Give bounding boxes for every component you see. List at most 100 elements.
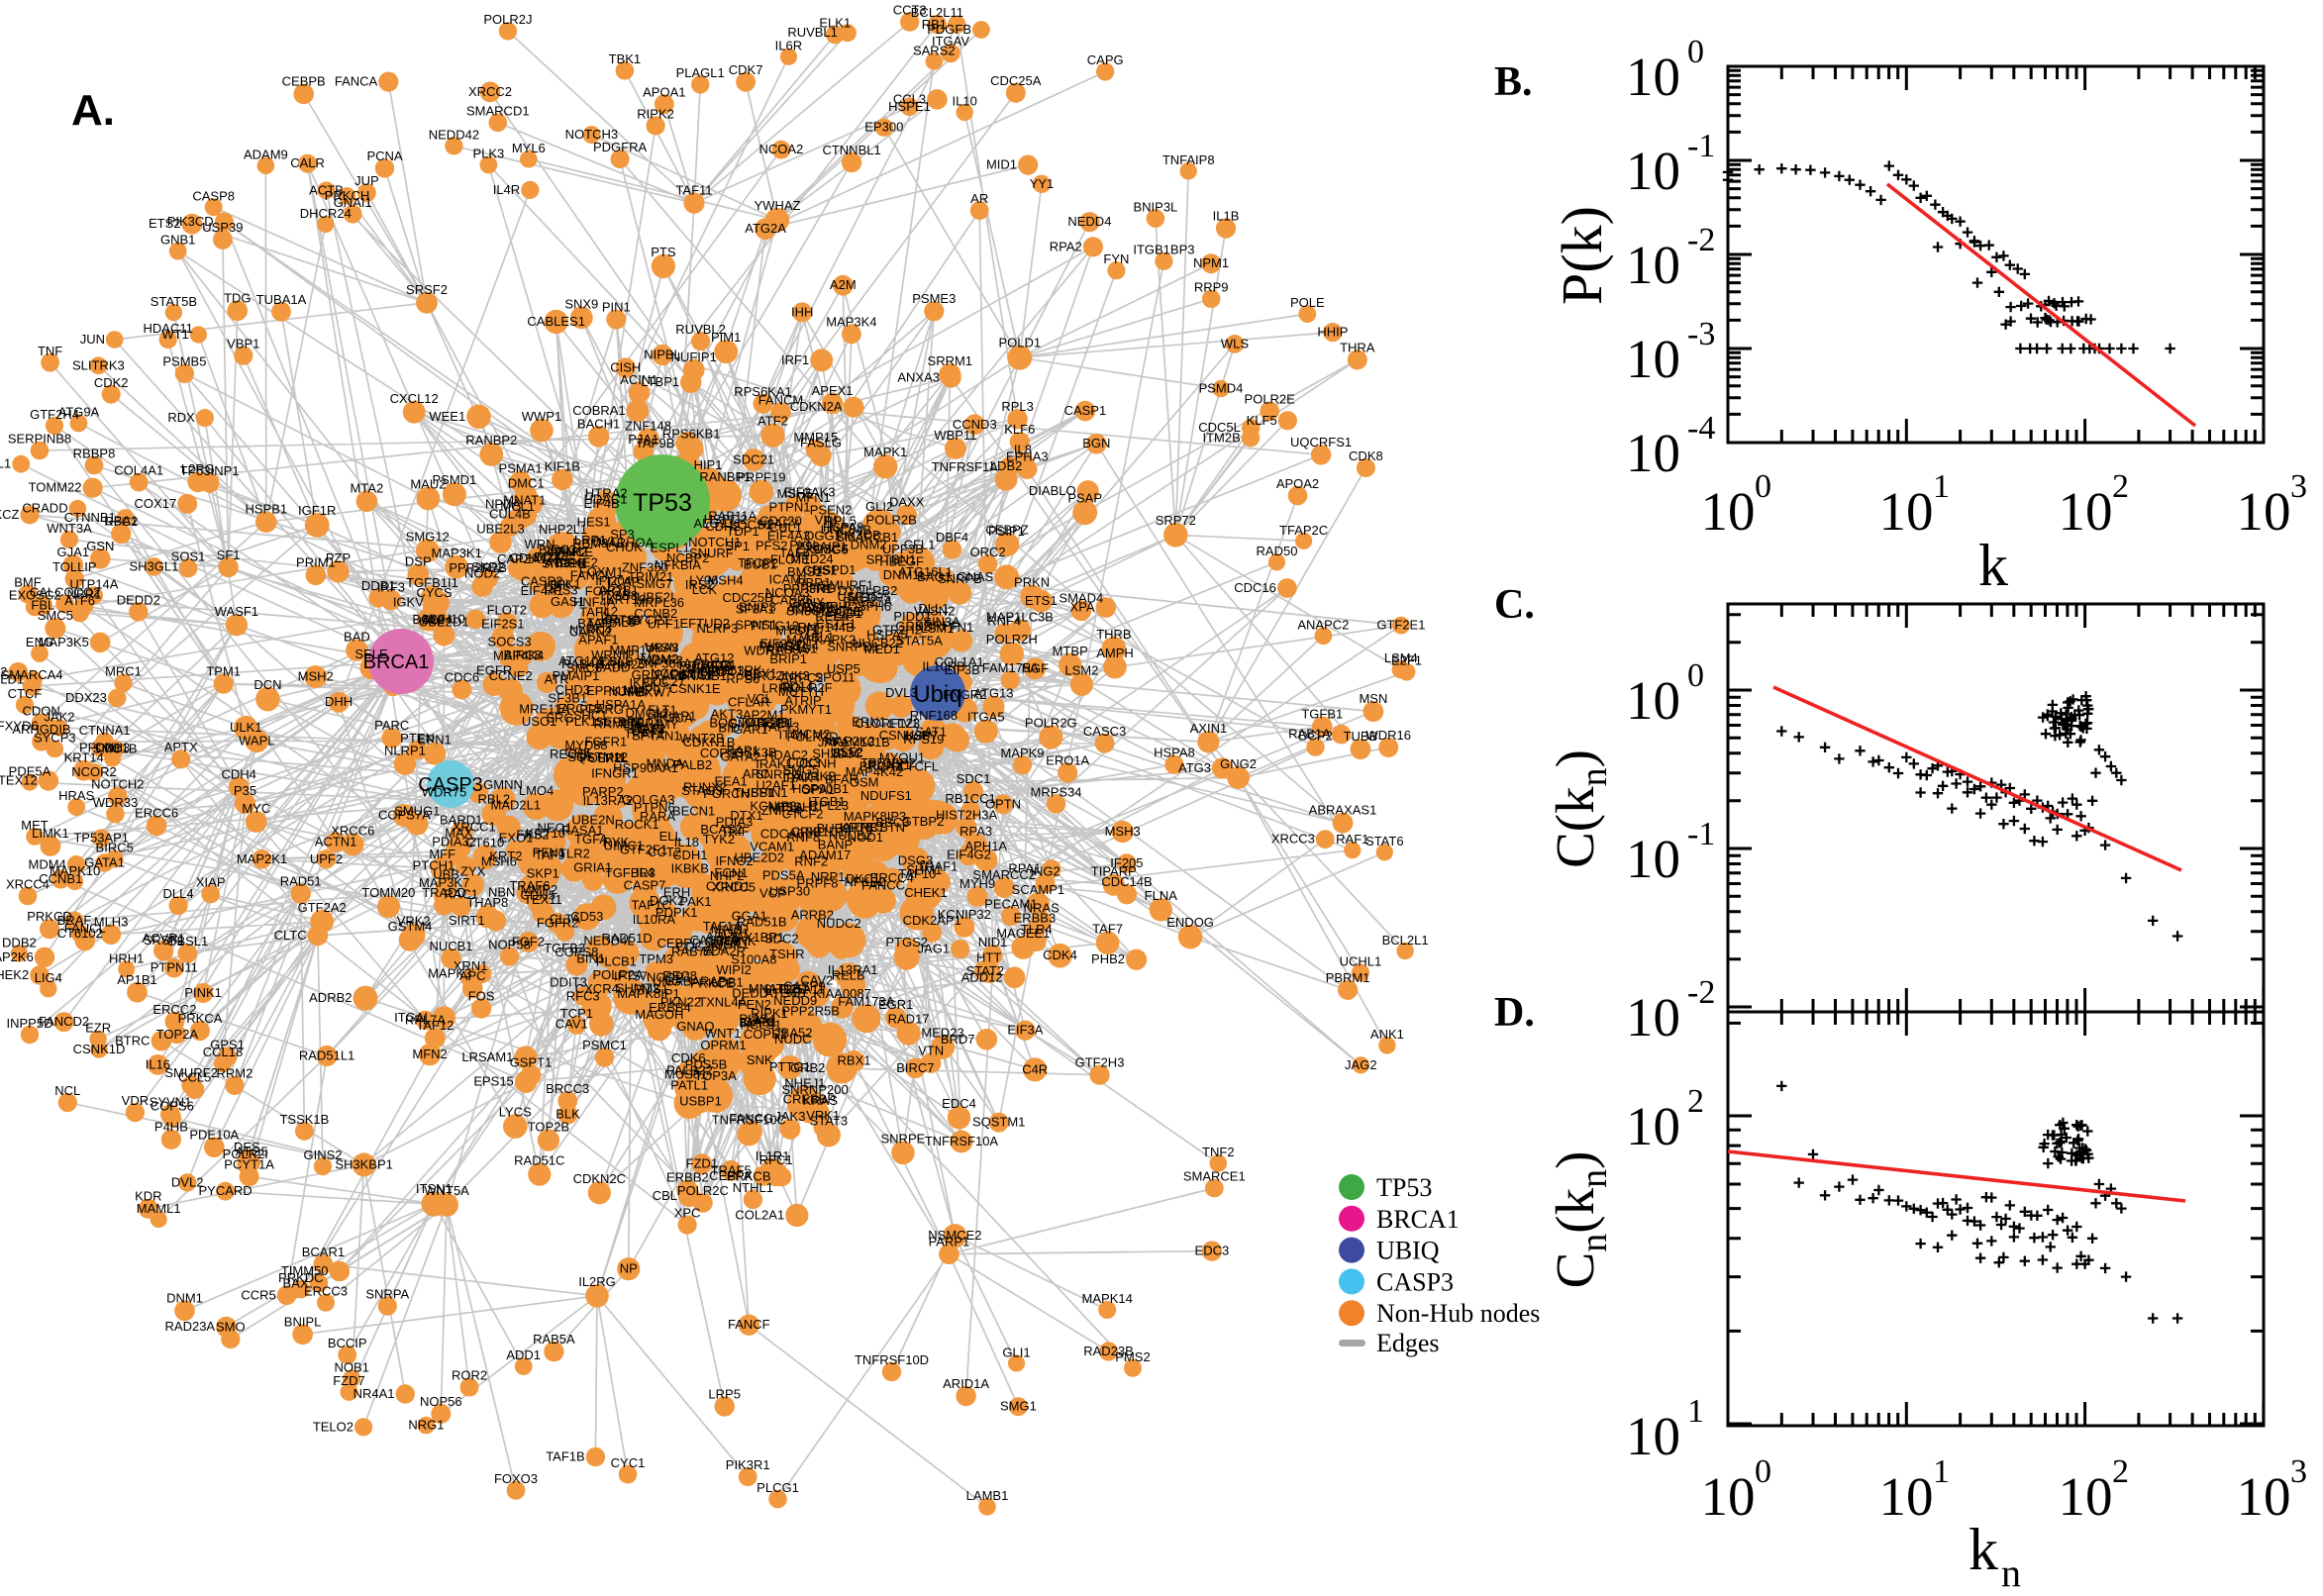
svg-text:GTF2E1: GTF2E1 bbox=[1376, 618, 1425, 633]
svg-text:USP5: USP5 bbox=[827, 661, 860, 676]
svg-text:CDH4: CDH4 bbox=[221, 767, 255, 782]
svg-text:TAF11: TAF11 bbox=[675, 183, 712, 198]
svg-text:XBP1: XBP1 bbox=[683, 660, 716, 675]
svg-text:HEY1: HEY1 bbox=[744, 665, 777, 680]
svg-text:C4R: C4R bbox=[1022, 1061, 1048, 1076]
svg-text:IL18: IL18 bbox=[674, 835, 699, 849]
svg-text:MDM2: MDM2 bbox=[641, 651, 678, 666]
svg-text:RUNX2: RUNX2 bbox=[683, 780, 727, 795]
svg-text:NP: NP bbox=[620, 1261, 638, 1276]
svg-text:BRAF: BRAF bbox=[57, 913, 92, 928]
svg-text:-2: -2 bbox=[1687, 222, 1715, 258]
svg-text:DDX23: DDX23 bbox=[65, 690, 107, 705]
svg-text:PYCARD: PYCARD bbox=[199, 1183, 252, 1198]
svg-text:B.: B. bbox=[1494, 59, 1533, 105]
svg-text:10: 10 bbox=[2237, 481, 2291, 542]
svg-text:TYK2: TYK2 bbox=[703, 832, 736, 847]
svg-text:TGFBR3: TGFBR3 bbox=[605, 865, 656, 880]
svg-text:CFLAR: CFLAR bbox=[728, 695, 770, 710]
svg-text:ANXA3: ANXA3 bbox=[897, 369, 940, 384]
svg-text:GLI1: GLI1 bbox=[1002, 1345, 1030, 1359]
svg-text:FLOT1: FLOT1 bbox=[770, 552, 810, 567]
svg-text:CDK2: CDK2 bbox=[94, 375, 129, 390]
svg-text:CCNE2: CCNE2 bbox=[489, 668, 533, 683]
svg-text:TOMM22: TOMM22 bbox=[29, 480, 82, 495]
svg-text:HIPK1: HIPK1 bbox=[544, 577, 581, 592]
svg-text:FOS: FOS bbox=[468, 988, 495, 1003]
svg-text:WAPL: WAPL bbox=[239, 733, 274, 748]
svg-text:WNT2B: WNT2B bbox=[679, 731, 725, 746]
svg-text:BRCC3: BRCC3 bbox=[546, 1081, 589, 1096]
svg-text:CLTC: CLTC bbox=[274, 928, 307, 943]
svg-text:FLOT2: FLOT2 bbox=[487, 602, 527, 617]
svg-text:NR4A1: NR4A1 bbox=[354, 1386, 395, 1401]
svg-text:RAB5A: RAB5A bbox=[533, 1332, 575, 1347]
svg-text:TGFA: TGFA bbox=[574, 832, 608, 847]
svg-text:TPM1: TPM1 bbox=[206, 664, 241, 679]
svg-text:COPS7A: COPS7A bbox=[378, 808, 431, 823]
svg-text:1: 1 bbox=[1933, 468, 1950, 505]
svg-text:U2AF2: U2AF2 bbox=[643, 653, 682, 668]
svg-text:BRCA1: BRCA1 bbox=[1376, 1205, 1460, 1234]
svg-text:WLS: WLS bbox=[1221, 336, 1250, 350]
svg-text:JAG1: JAG1 bbox=[918, 942, 951, 956]
svg-text:IGF1R: IGF1R bbox=[298, 503, 336, 518]
svg-text:ATG3: ATG3 bbox=[1178, 760, 1211, 775]
svg-text:GRIA1: GRIA1 bbox=[573, 860, 612, 875]
svg-text:SRRM1: SRRM1 bbox=[928, 353, 973, 368]
svg-text:SDC21: SDC21 bbox=[733, 452, 774, 467]
svg-text:HDAC2: HDAC2 bbox=[764, 748, 808, 762]
svg-text:ADD1: ADD1 bbox=[506, 1347, 541, 1362]
svg-text:NEDD9: NEDD9 bbox=[773, 993, 817, 1008]
svg-text:CDC25B: CDC25B bbox=[722, 590, 772, 605]
svg-text:TNF: TNF bbox=[38, 344, 62, 358]
svg-text:PALB2: PALB2 bbox=[673, 757, 713, 772]
svg-text:TFCP2: TFCP2 bbox=[738, 555, 778, 570]
svg-text:CSNK1D: CSNK1D bbox=[73, 1042, 126, 1056]
svg-text:PARC: PARC bbox=[374, 718, 409, 733]
svg-text:APOA1: APOA1 bbox=[643, 84, 685, 99]
svg-text:ERO1A: ERO1A bbox=[1046, 752, 1089, 767]
svg-text:DHH: DHH bbox=[325, 694, 353, 709]
svg-text:STAT5B: STAT5B bbox=[151, 294, 197, 309]
svg-text:IL13RA1: IL13RA1 bbox=[828, 962, 878, 977]
svg-text:EPN1: EPN1 bbox=[418, 733, 452, 748]
svg-text:JUP: JUP bbox=[354, 173, 379, 188]
svg-text:CTNNA1: CTNNA1 bbox=[79, 723, 131, 738]
svg-text:SMARCB1: SMARCB1 bbox=[836, 530, 898, 545]
svg-text:ORC2: ORC2 bbox=[970, 545, 1006, 559]
svg-text:CTGF: CTGF bbox=[679, 667, 714, 682]
svg-text:TUBA1A: TUBA1A bbox=[256, 292, 307, 307]
svg-text:ROCK1: ROCK1 bbox=[615, 817, 659, 832]
svg-text:RAD17: RAD17 bbox=[888, 1012, 930, 1027]
svg-text:MAU2: MAU2 bbox=[410, 477, 446, 492]
svg-text:ICAM1: ICAM1 bbox=[769, 572, 809, 587]
svg-text:IL13RA2: IL13RA2 bbox=[583, 793, 634, 808]
svg-text:LIG4: LIG4 bbox=[35, 970, 62, 985]
svg-text:RB1CC1: RB1CC1 bbox=[945, 791, 995, 806]
svg-text:MED25: MED25 bbox=[848, 589, 890, 604]
svg-text:OBSL1: OBSL1 bbox=[166, 934, 208, 948]
svg-text:P35: P35 bbox=[234, 783, 256, 798]
svg-text:CPT1A: CPT1A bbox=[691, 659, 733, 674]
svg-text:FOXO3: FOXO3 bbox=[494, 1471, 538, 1486]
svg-text:SRP72: SRP72 bbox=[1156, 513, 1196, 528]
svg-text:CCNB1: CCNB1 bbox=[39, 871, 82, 886]
svg-text:PECAM1: PECAM1 bbox=[984, 896, 1037, 911]
svg-text:RAB11A: RAB11A bbox=[708, 508, 757, 523]
svg-text:GTF2A2: GTF2A2 bbox=[298, 900, 347, 915]
svg-text:DVL2: DVL2 bbox=[171, 1174, 204, 1189]
svg-text:COPS8: COPS8 bbox=[555, 945, 598, 959]
svg-text:CTNNBL1: CTNNBL1 bbox=[822, 143, 880, 157]
svg-text:PARP1: PARP1 bbox=[929, 1234, 970, 1248]
svg-text:POLE: POLE bbox=[1290, 295, 1325, 310]
svg-text:RPS6KB1: RPS6KB1 bbox=[662, 427, 721, 442]
svg-text:CASP7: CASP7 bbox=[624, 877, 666, 892]
svg-text:TAF4: TAF4 bbox=[579, 604, 610, 619]
svg-text:SPI1: SPI1 bbox=[597, 750, 625, 765]
svg-text:CANX: CANX bbox=[789, 595, 825, 610]
svg-text:PTPN6: PTPN6 bbox=[634, 800, 675, 815]
svg-text:DNM1: DNM1 bbox=[166, 1291, 203, 1306]
svg-text:UBE2D1: UBE2D1 bbox=[419, 615, 469, 630]
svg-text:PDGFRA: PDGFRA bbox=[593, 140, 648, 154]
